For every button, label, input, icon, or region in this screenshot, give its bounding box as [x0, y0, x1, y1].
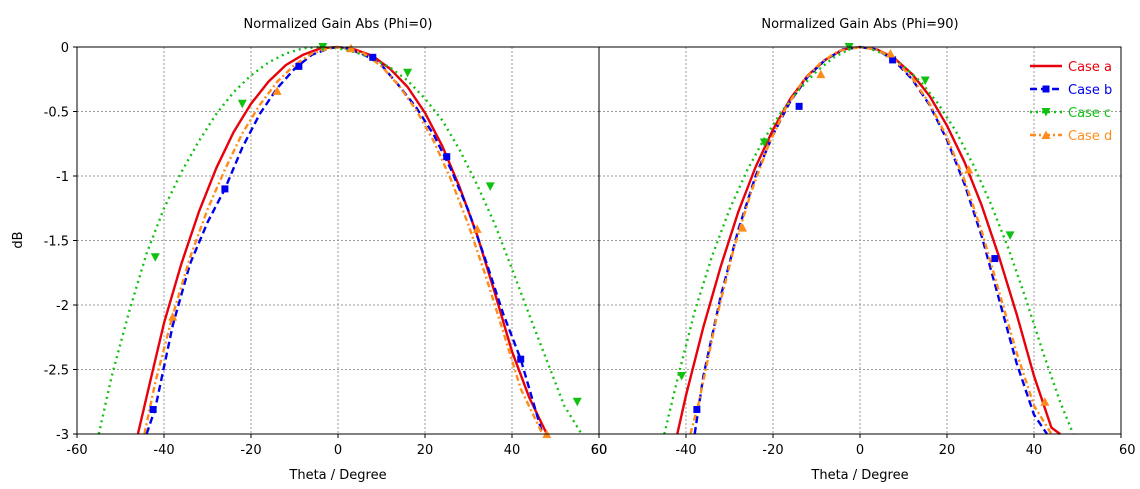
data-point [572, 397, 582, 407]
x-tick-label: -40 [675, 443, 696, 458]
panel-1: -60 -40 -20 0 20 40 60 0 -0.5 -1 -1.5 -2 -2.5 -3 Norma… [11, 17, 607, 483]
data-point [295, 62, 303, 70]
x-tick-label: 60 [1119, 443, 1136, 458]
x-tick-label: 60 [591, 443, 608, 458]
x-tick-label: -60 [66, 443, 87, 458]
x-tick-label: 0 [334, 443, 342, 458]
x-tick-label: -40 [153, 443, 174, 458]
data-point [759, 138, 769, 147]
series-line-case-b [693, 45, 1048, 435]
x-tick-label: -20 [762, 443, 783, 458]
legend: Case a Case b Case c Case d [1030, 60, 1112, 144]
data-point [889, 56, 897, 64]
data-point [272, 86, 282, 95]
legend-label: Case b [1068, 83, 1112, 98]
data-point [168, 312, 178, 321]
data-point [1040, 397, 1050, 406]
legend-label: Case d [1068, 129, 1112, 144]
data-point [920, 76, 930, 86]
data-point [517, 355, 525, 363]
data-point [816, 69, 826, 79]
x-tick-label: 60 [591, 443, 608, 458]
legend-label: Case a [1068, 60, 1112, 75]
y-tick-label: -1 [56, 170, 69, 185]
data-point [795, 102, 803, 110]
series-line-case-d [689, 45, 1053, 435]
data-point [221, 185, 229, 193]
series-line-case-b [145, 45, 544, 435]
legend-label: Case c [1068, 106, 1111, 121]
data-point [885, 48, 895, 58]
legend-marker [1041, 130, 1051, 139]
data-point [346, 43, 356, 53]
data-point [369, 53, 377, 61]
x-axis-label: Theta / Degree [288, 468, 386, 483]
x-axis-label: Theta / Degree [810, 468, 908, 483]
data-point [1005, 231, 1015, 240]
data-point [738, 223, 748, 232]
data-point [150, 253, 160, 262]
x-tick-label: 40 [1026, 443, 1043, 458]
x-tick-label: 0 [856, 443, 864, 458]
y-axis-label: dB [11, 231, 26, 248]
data-point [693, 405, 701, 413]
plot-area [663, 43, 1075, 435]
y-tick-label: -2 [56, 299, 69, 314]
x-tick-label: 20 [939, 443, 956, 458]
x-tick-label: 40 [504, 443, 521, 458]
legend-marker [1041, 108, 1051, 117]
y-tick-label: 0 [61, 41, 69, 56]
data-point [677, 371, 687, 381]
data-point [991, 255, 999, 263]
data-point [485, 182, 495, 191]
data-point [403, 68, 413, 78]
data-point [237, 99, 247, 109]
series-line-case-c [663, 45, 1075, 435]
legend-marker [1042, 85, 1050, 93]
data-point [964, 165, 974, 174]
x-tick-label: 20 [417, 443, 434, 458]
data-point [443, 153, 451, 161]
y-tick-label: -2.5 [44, 364, 69, 379]
y-tick-label: -3 [56, 428, 69, 443]
chart-title: Normalized Gain Abs (Phi=0) [244, 17, 433, 32]
y-tick-label: -1.5 [44, 235, 69, 250]
x-tick-label: -20 [240, 443, 261, 458]
panel-2: 60 -40 -20 0 20 40 60 Normalized Gain Abs (Phi=… [591, 17, 1136, 483]
y-tick-label: -0.5 [44, 106, 69, 121]
data-point [472, 224, 482, 233]
chart-title: Normalized Gain Abs (Phi=90) [761, 17, 958, 32]
data-point [149, 405, 157, 413]
